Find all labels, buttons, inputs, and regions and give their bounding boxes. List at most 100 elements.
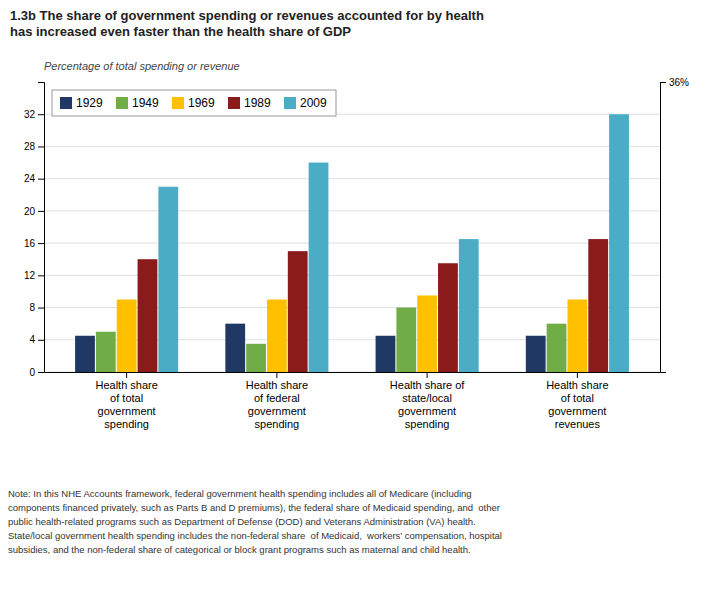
tick-label: 12 xyxy=(24,270,36,281)
legend-swatch xyxy=(60,97,72,109)
legend-item: 1929 xyxy=(60,96,103,110)
tick: Health shareof totalgovernmentrevenues xyxy=(546,372,608,430)
tick-label: 8 xyxy=(29,302,35,313)
plot: 0 4 8 12 16 20 24 28 32 36% Health shareof totalgo… xyxy=(24,77,689,431)
tick-mark xyxy=(38,146,44,147)
tick: 20 xyxy=(24,206,44,217)
bar xyxy=(567,300,587,373)
y-axis: 0 4 8 12 16 20 24 28 32 xyxy=(24,83,45,378)
tick-label: Health shareof totalgovernmentrevenues xyxy=(546,379,608,431)
tick-mark xyxy=(38,211,44,212)
tick-label: 28 xyxy=(24,141,36,152)
tick-mark xyxy=(126,372,127,378)
series xyxy=(138,239,609,372)
x-axis: Health shareof totalgovernmentspending He… xyxy=(45,372,661,430)
legend-swatch xyxy=(284,97,296,109)
tick: 36% xyxy=(660,77,689,88)
bar xyxy=(417,295,437,372)
tick-label: 32 xyxy=(24,109,36,120)
tick-mark xyxy=(276,372,277,378)
legend: 1929 1949 1969 1989 2009 xyxy=(52,90,336,116)
legend-label: 1929 xyxy=(76,96,103,110)
series xyxy=(158,114,629,372)
tick: 0 xyxy=(29,367,44,378)
tick-label: Health share ofstate/localgovernmentspen… xyxy=(390,379,466,431)
tick-mark xyxy=(577,372,578,378)
legend-label: 1949 xyxy=(132,96,159,110)
bar xyxy=(225,324,245,372)
tick-label: 4 xyxy=(29,334,35,345)
chart: 1.3b The share of government spending or… xyxy=(0,0,706,602)
axis-line xyxy=(45,372,661,373)
tick-mark xyxy=(38,114,44,115)
tick: 16 xyxy=(24,238,44,249)
tick-label: Health shareof federalgovernmentspending xyxy=(246,379,308,431)
tick-mark xyxy=(660,82,666,83)
axis-line xyxy=(38,83,45,373)
bar xyxy=(246,344,266,372)
bar xyxy=(309,163,329,372)
note: Note: In this NHE Accounts framework, fe… xyxy=(8,488,502,555)
tick-mark xyxy=(38,275,44,276)
bar xyxy=(158,187,178,372)
tick: 12 xyxy=(24,270,44,281)
axis-line xyxy=(661,83,667,373)
legend-label: 1989 xyxy=(244,96,271,110)
grid-line xyxy=(44,146,660,147)
tick-label: 24 xyxy=(24,173,36,184)
legend-swatch xyxy=(116,97,128,109)
bar xyxy=(588,239,608,372)
tick: Health share ofstate/localgovernmentspen… xyxy=(390,372,466,430)
bar xyxy=(117,300,137,373)
tick-mark xyxy=(38,372,44,373)
tick: 24 xyxy=(24,173,44,184)
tick: 32 xyxy=(24,109,44,120)
grid-line xyxy=(44,210,660,211)
tick-label: Health shareof totalgovernmentspending xyxy=(95,379,157,431)
legend-box xyxy=(52,90,336,116)
tick-label: 20 xyxy=(24,206,36,217)
subtitle: Percentage of total spending or revenue xyxy=(44,60,240,72)
grid-line xyxy=(44,178,660,179)
grid-line xyxy=(44,275,660,276)
bar xyxy=(459,239,479,372)
legend-label: 1969 xyxy=(188,96,215,110)
tick: Health shareof federalgovernmentspending xyxy=(246,372,308,430)
series xyxy=(117,295,588,372)
tick-label: 0 xyxy=(29,367,35,378)
bar xyxy=(609,114,629,372)
grid xyxy=(44,114,660,372)
bar xyxy=(526,336,546,372)
legend-item: 2009 xyxy=(284,96,327,110)
bar xyxy=(75,336,95,372)
tick-mark xyxy=(38,243,44,244)
tick-label: 16 xyxy=(24,238,36,249)
tick-label: 36% xyxy=(669,77,689,88)
tick: 28 xyxy=(24,141,44,152)
tick-mark xyxy=(38,179,44,180)
legend-item: 1969 xyxy=(172,96,215,110)
legend-item: 1989 xyxy=(228,96,271,110)
tick-mark xyxy=(38,340,44,341)
bar xyxy=(138,259,158,372)
tick: Health shareof totalgovernmentspending xyxy=(95,372,157,430)
legend-item: 1949 xyxy=(116,96,159,110)
grid-line xyxy=(44,243,660,244)
tick-mark xyxy=(427,372,428,378)
bars xyxy=(75,114,629,372)
legend-swatch xyxy=(228,97,240,109)
bar xyxy=(438,263,458,372)
tick: 4 xyxy=(29,334,44,345)
tick: 8 xyxy=(29,302,44,313)
title: 1.3b The share of government spending or… xyxy=(10,8,484,39)
tick-mark xyxy=(38,308,44,309)
legend-swatch xyxy=(172,97,184,109)
legend-label: 2009 xyxy=(300,96,327,110)
bar xyxy=(267,300,287,373)
bar xyxy=(547,324,567,372)
bar xyxy=(376,336,396,372)
y2-axis: 36% xyxy=(660,77,689,373)
bar xyxy=(396,308,416,372)
bar xyxy=(288,251,308,372)
bar xyxy=(96,332,116,372)
